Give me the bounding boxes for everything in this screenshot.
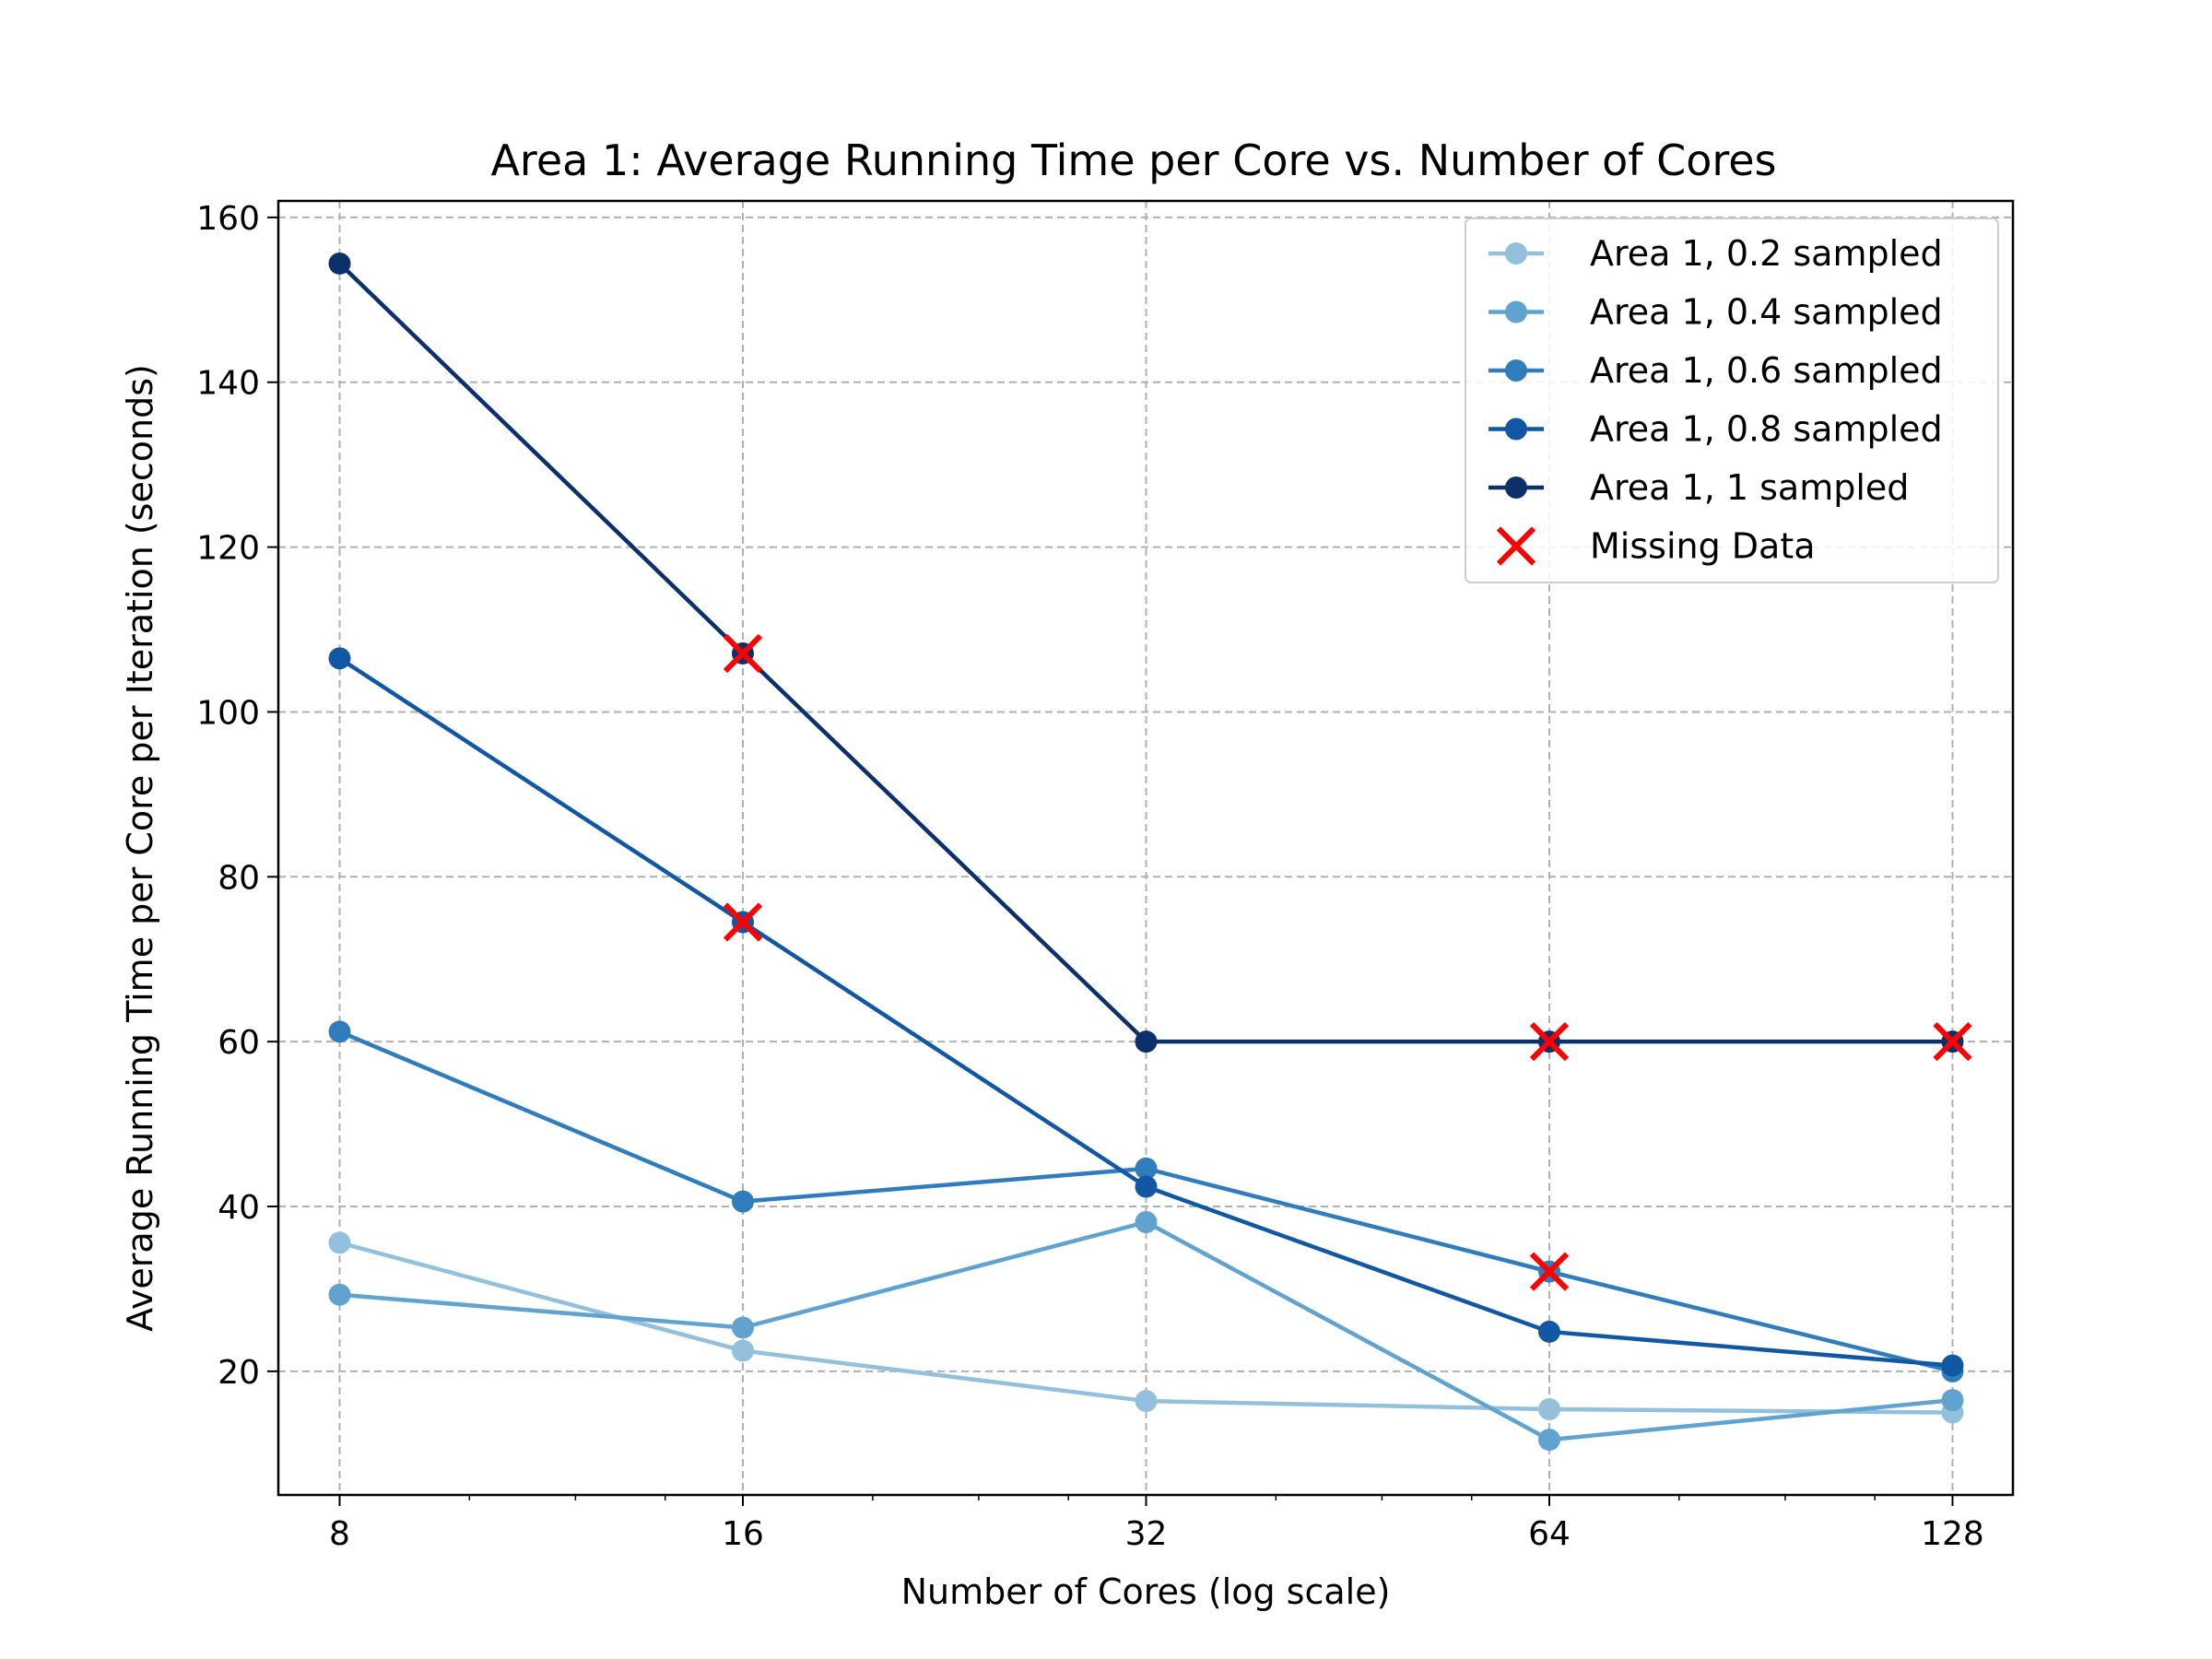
legend-label: Area 1, 0.8 sampled [1590,409,1943,450]
x-axis: 8 16 32 64 128 [329,1495,1984,1553]
data-point [328,1283,351,1306]
legend-marker [1505,477,1527,499]
x-tick-label: 16 [722,1515,764,1553]
legend-entry: Area 1, 0.8 sampled [1488,409,1943,450]
legend-label: Area 1, 0.4 sampled [1590,292,1943,333]
data-point [731,1190,754,1213]
legend-label: Area 1, 1 sampled [1590,467,1909,508]
y-tick-label: 160 [196,200,260,238]
missing-data-marker [723,633,763,674]
data-point [1941,1389,1964,1412]
legend-label: Missing Data [1590,526,1816,567]
y-tick-label: 140 [196,365,260,403]
cross-stroke [723,902,763,942]
missing-data-marker [1529,1022,1570,1062]
data-point [1941,1354,1964,1377]
x-tick-label: 64 [1528,1515,1571,1553]
legend-label: Area 1, 0.6 sampled [1590,350,1943,391]
y-tick-label: 80 [218,859,260,897]
y-axis-label: Average Running Time per Core per Iterat… [120,364,160,1332]
x-tick-label: 32 [1125,1515,1168,1553]
y-tick-label: 100 [196,694,260,732]
data-point [731,1316,754,1339]
y-tick-label: 20 [218,1354,260,1392]
data-point [731,1339,754,1362]
series [328,1210,1964,1452]
legend-marker [1505,242,1527,265]
legend-entry: Area 1, 0.6 sampled [1488,350,1943,391]
data-point [1537,1429,1560,1452]
y-tick-label: 120 [196,530,260,568]
x-axis-label: Number of Cores (log scale) [901,1571,1391,1612]
missing-data-marker [723,902,763,942]
data-point [328,1020,351,1043]
data-point [328,1231,351,1254]
legend-entry: Missing Data [1496,526,1816,567]
cross-stroke [1529,1022,1570,1062]
data-point [1135,1157,1158,1180]
legend-entry: Area 1, 0.4 sampled [1488,292,1943,333]
legend-marker [1505,359,1527,382]
cross-stroke [1933,1022,1972,1062]
y-tick-label: 60 [218,1024,260,1062]
series-layer [328,252,1964,1452]
legend-entry: Area 1, 1 sampled [1488,467,1909,508]
data-point [328,647,351,670]
grid [278,201,2013,1495]
missing-data-layer [723,633,1972,1291]
data-point [1537,1397,1560,1420]
legend-entry: Area 1, 0.2 sampled [1488,233,1943,274]
chart-title: Area 1: Average Running Time per Core vs… [490,135,1776,185]
data-point [1135,1030,1158,1053]
legend-label: Area 1, 0.2 sampled [1590,233,1943,274]
legend: Area 1, 0.2 sampled Area 1, 0.4 sampled Ar… [1465,218,1999,583]
legend-marker [1496,526,1536,566]
legend-marker [1505,300,1527,324]
cross-stroke [723,633,763,674]
missing-data-marker [1933,1022,1972,1062]
x-tick-label: 8 [329,1515,350,1553]
y-axis: 20 40 60 80 100 120 140 160 [196,200,278,1392]
data-point [1135,1390,1158,1413]
missing-data-marker [1529,1252,1570,1291]
legend-marker [1505,418,1527,441]
data-point [328,252,351,275]
x-tick-label: 128 [1921,1515,1984,1553]
data-point [1537,1320,1560,1343]
cross-stroke [1496,526,1536,566]
data-point [1135,1210,1158,1233]
legend-box [1465,218,1999,583]
data-point [1135,1175,1158,1198]
y-tick-label: 40 [218,1189,260,1227]
cross-stroke [1529,1252,1570,1291]
